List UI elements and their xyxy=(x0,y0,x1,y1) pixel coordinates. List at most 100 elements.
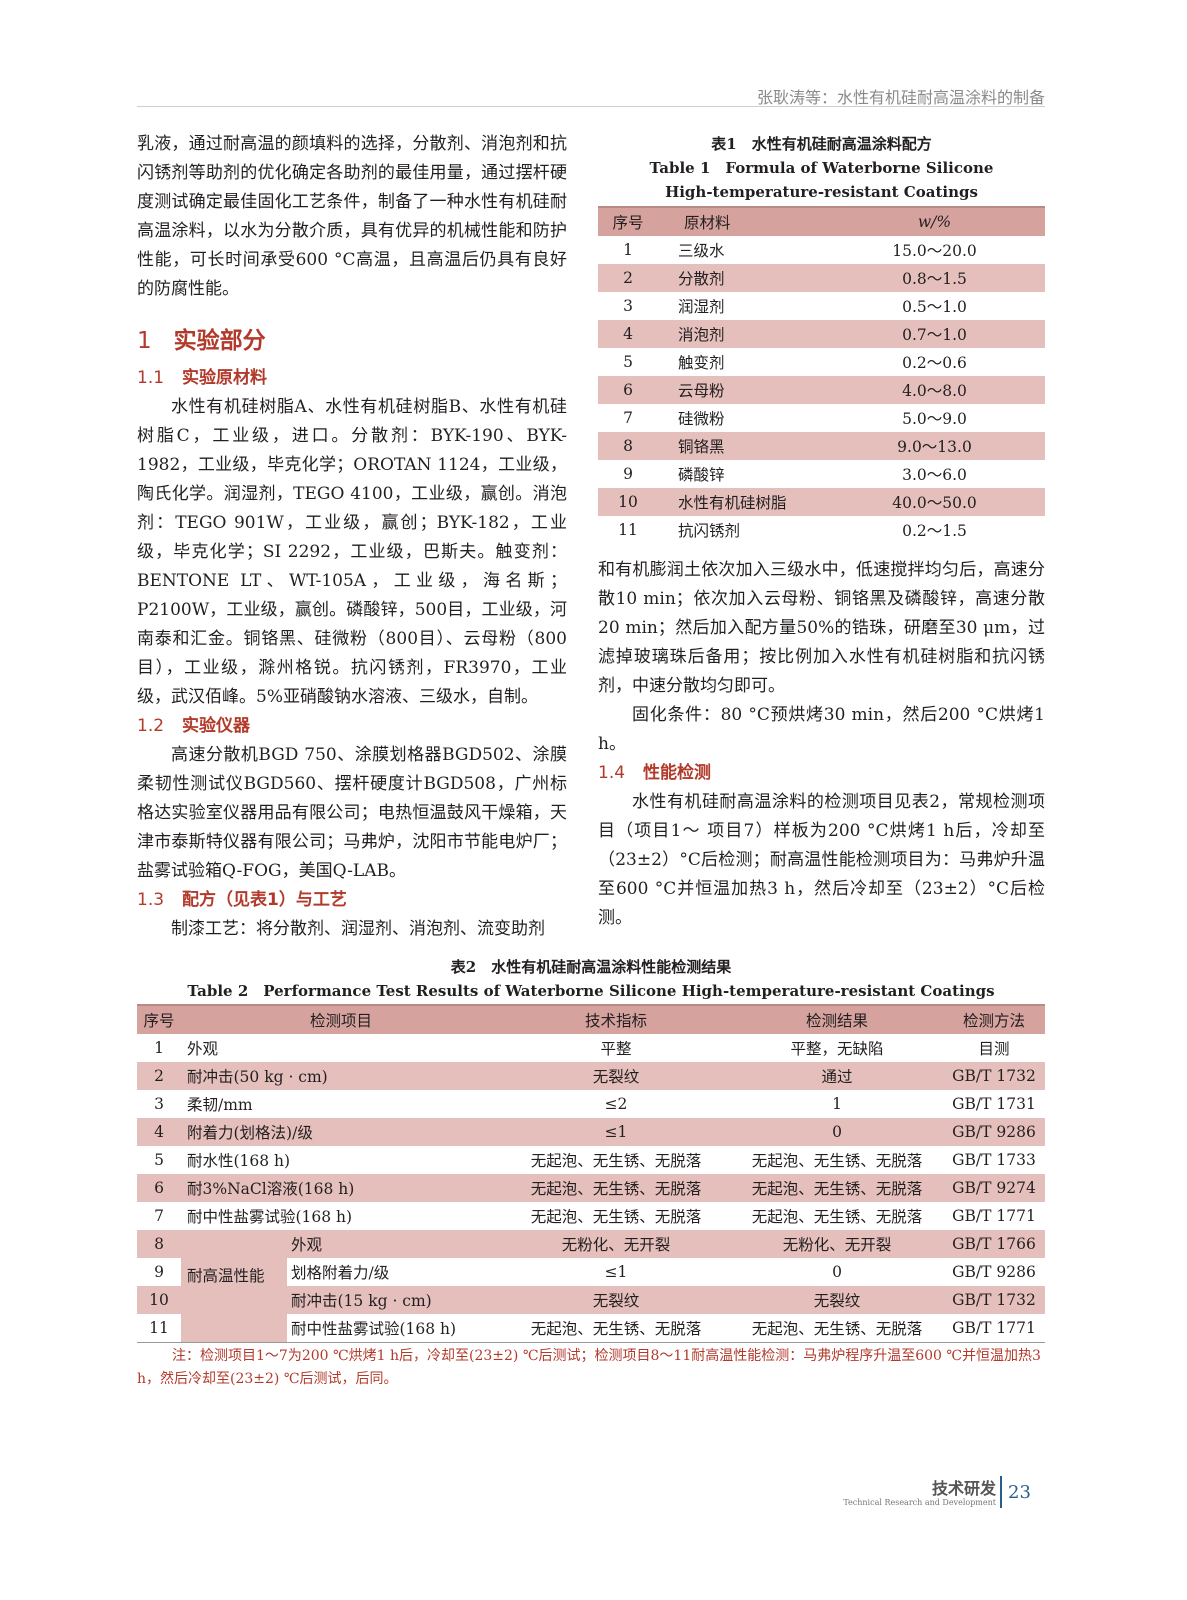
footer-divider xyxy=(1000,1476,1002,1508)
table-cell: 无起泡、无生锈、无脱落 xyxy=(530,1180,702,1198)
table-cell: 外观 xyxy=(187,1040,219,1058)
table-cell: 云母粉 xyxy=(678,382,725,400)
table-cell: 附着力(划格法)/级 xyxy=(187,1124,313,1142)
table-cell: 平整 xyxy=(600,1040,632,1058)
table-cell: 三级水 xyxy=(678,242,725,260)
table-row: 10 水性有机硅树脂 40.0～50.0 xyxy=(598,488,1045,516)
table-cell: 5 xyxy=(154,1151,164,1169)
table-header-row: 序号 检测项目 技术指标 检测结果 检测方法 xyxy=(137,1005,1045,1034)
table-cell: 耐中性盐雾试验(168 h) xyxy=(181,1314,501,1343)
table-cell: 0 xyxy=(832,1263,842,1281)
table-cell: ≤2 xyxy=(604,1095,628,1113)
table-cell: 铜铬黑 xyxy=(678,438,725,456)
table-row: 11 耐中性盐雾试验(168 h) 无起泡、无生锈、无脱落 无起泡、无生锈、无脱落 GB… xyxy=(137,1314,1045,1343)
table-cell: 5 xyxy=(623,353,633,371)
table-row: 7 耐中性盐雾试验(168 h) 无起泡、无生锈、无脱落 无起泡、无生锈、无脱落 GB/… xyxy=(137,1202,1045,1230)
subsection-heading: 1.1 实验原材料 xyxy=(137,364,567,393)
table-row: 8 外观 无粉化、无开裂 无粉化、无开裂 GB/T 1766 xyxy=(137,1230,1045,1258)
column-header: 检测结果 xyxy=(805,1012,868,1030)
table-cell: 无起泡、无生锈、无脱落 xyxy=(751,1180,923,1198)
paragraph: 高速分散机BGD 750、涂膜划格器BGD502、涂膜柔韧性测试仪BGD560、… xyxy=(137,745,567,881)
paragraph: 和有机膨润土依次加入三级水中，低速搅拌均匀后，高速分散10 min；依次加入云母… xyxy=(598,560,1045,696)
table1: 序号 原材料 w/% 1 三级水 15.0～20.0 2 分散剂 0.8～1.5 3 润湿剂 0… xyxy=(598,206,1045,544)
table-cell: 外观 xyxy=(181,1230,501,1258)
subsection-heading: 1.4 性能检测 xyxy=(598,759,1045,788)
table-cell: 0.2～0.6 xyxy=(902,354,967,372)
table-cell: 消泡剂 xyxy=(678,326,725,344)
table-row: 9 耐高温性能 划格附着力/级 ≤1 0 GB/T 9286 xyxy=(137,1258,1045,1286)
table-cell: 0.5～1.0 xyxy=(902,298,967,316)
page-number: 23 xyxy=(1008,1482,1031,1503)
table-row: 4 消泡剂 0.7～1.0 xyxy=(598,320,1045,348)
table-cell: 11 xyxy=(149,1319,169,1337)
column-header: 检测项目 xyxy=(309,1012,372,1030)
table-cell: 2 xyxy=(154,1067,164,1085)
table-cell: 耐中性盐雾试验(168 h) xyxy=(187,1208,353,1226)
table-cell: 7 xyxy=(623,409,633,427)
paragraph: 乳液，通过耐高温的颜填料的选择，分散剂、消泡剂和抗闪锈剂等助剂的优化确定各助剂的… xyxy=(137,134,567,299)
table-cell: 无裂纹 xyxy=(592,1292,640,1310)
table-cell: 9 xyxy=(623,465,633,483)
running-header: 张耿涛等：水性有机硅耐高温涂料的制备 xyxy=(756,88,1045,107)
table-cell: 耐3%NaCl溶液(168 h) xyxy=(187,1180,355,1198)
section-heading: 1 实验部分 xyxy=(137,324,567,358)
table-cell: 无裂纹 xyxy=(813,1292,861,1310)
table-cell: 7 xyxy=(154,1207,164,1225)
table-cell: 无粉化、无开裂 xyxy=(561,1236,671,1254)
column-header: 序号 xyxy=(143,1012,175,1030)
footer-section-en: Technical Research and Development xyxy=(843,1498,996,1507)
paragraph: 水性有机硅树脂A、水性有机硅树脂B、水性有机硅树脂C，工业级，进口。分散剂：BY… xyxy=(137,397,567,707)
caption-en: Table 2 Performance Test Results of Wate… xyxy=(187,982,995,1000)
table-cell: 15.0～20.0 xyxy=(892,242,977,260)
table-cell: 耐冲击(15 kg · cm) xyxy=(291,1292,432,1310)
table-cell: 外观 xyxy=(291,1236,323,1254)
subsection-heading: 1.3 配方（见表1）与工艺 xyxy=(137,886,567,915)
column-header: 检测方法 xyxy=(962,1012,1025,1030)
paragraph: 水性有机硅耐高温涂料的检测项目见表2，常规检测项目（项目1～ 项目7）样板为20… xyxy=(598,792,1045,928)
table-cell: 抗闪锈剂 xyxy=(678,522,741,540)
table-cell: 触变剂 xyxy=(678,354,725,372)
table-row: 10 耐冲击(15 kg · cm) 无裂纹 无裂纹 GB/T 1732 xyxy=(137,1286,1045,1314)
table-cell: 无起泡、无生锈、无脱落 xyxy=(530,1320,702,1338)
table1-caption: 表1 水性有机硅耐高温涂料配方 Table 1 Formula of Water… xyxy=(598,132,1045,204)
table-row: 6 耐3%NaCl溶液(168 h) 无起泡、无生锈、无脱落 无起泡、无生锈、无脱落 G… xyxy=(137,1174,1045,1202)
subsection-number: 1.3 xyxy=(137,890,165,910)
table-cell: 无起泡、无生锈、无脱落 xyxy=(751,1320,923,1338)
table-cell: ≤1 xyxy=(604,1263,628,1281)
table-cell: 无粉化、无开裂 xyxy=(782,1236,892,1254)
table2: 序号 检测项目 技术指标 检测结果 检测方法 1 外观 平整 平整，无缺陷 目测 2 耐冲击… xyxy=(137,1004,1045,1343)
table-cell: 3 xyxy=(623,297,633,315)
table-cell: 1 xyxy=(623,241,633,259)
table-cell: 9 xyxy=(154,1263,164,1281)
table2-caption: 表2 水性有机硅耐高温涂料性能检测结果 Table 2 Performance … xyxy=(137,955,1045,1003)
subsection-title: 实验仪器 xyxy=(182,716,251,736)
table-row: 5 触变剂 0.2～0.6 xyxy=(598,348,1045,376)
table-cell: ≤1 xyxy=(604,1123,628,1141)
table-note: 注：检测项目1～7为200 ℃烘烤1 h后，冷却至(23±2) ℃后测试；检测项… xyxy=(137,1348,1041,1387)
subsection-heading: 1.2 实验仪器 xyxy=(137,712,567,741)
table-cell: 无起泡、无生锈、无脱落 xyxy=(530,1208,702,1226)
table-cell: 无起泡、无生锈、无脱落 xyxy=(751,1208,923,1226)
column-header: w/% xyxy=(917,213,952,231)
table-cell: 10 xyxy=(149,1291,169,1309)
table-row: 7 硅微粉 5.0～9.0 xyxy=(598,404,1045,432)
section-title: 实验部分 xyxy=(173,328,266,354)
table-cell: 无起泡、无生锈、无脱落 xyxy=(530,1152,702,1170)
table-cell: 3.0～6.0 xyxy=(902,466,967,484)
table-cell: 0.7～1.0 xyxy=(902,326,967,344)
table-cell: GB/T 9274 xyxy=(952,1179,1036,1197)
table-row: 8 铜铬黑 9.0～13.0 xyxy=(598,432,1045,460)
right-column: 和有机膨润土依次加入三级水中，低速搅拌均匀后，高速分散10 min；依次加入云母… xyxy=(598,556,1045,933)
table-row: 6 云母粉 4.0～8.0 xyxy=(598,376,1045,404)
footer-section-cn: 技术研发 xyxy=(931,1479,996,1498)
table-cell: 4.0～8.0 xyxy=(902,382,967,400)
table-cell: 4 xyxy=(154,1123,164,1141)
table-row: 1 三级水 15.0～20.0 xyxy=(598,236,1045,264)
subsection-number: 1.4 xyxy=(598,763,626,783)
table-cell: 耐水性(168 h) xyxy=(187,1152,291,1170)
table-cell: 划格附着力/级 xyxy=(291,1264,390,1282)
subsection-title: 性能检测 xyxy=(643,763,712,783)
table-cell: 9.0～13.0 xyxy=(897,438,972,456)
table-row: 2 分散剂 0.8～1.5 xyxy=(598,264,1045,292)
